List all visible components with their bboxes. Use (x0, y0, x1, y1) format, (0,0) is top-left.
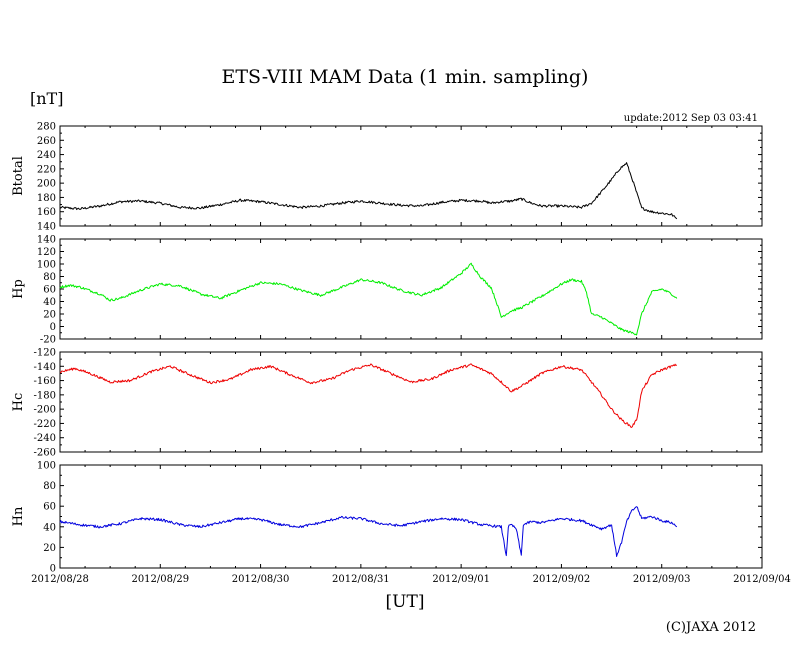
update-timestamp: update:2012 Sep 03 03:41 (623, 113, 758, 124)
x-tick-label: 2012/08/28 (31, 574, 89, 585)
y-tick-label: 80 (43, 481, 56, 492)
y-tick-label: -140 (34, 362, 56, 373)
y-tick-label: -160 (34, 376, 56, 387)
y-tick-label: 140 (37, 222, 56, 233)
copyright-text: (C)JAXA 2012 (665, 620, 756, 635)
x-tick-label: 2012/08/31 (332, 574, 390, 585)
y-tick-label: 220 (37, 164, 56, 175)
y-tick-label: 40 (43, 297, 56, 308)
series-line-hp (59, 262, 678, 336)
y-tick-label: 180 (37, 193, 56, 204)
y-tick-label: 240 (37, 150, 56, 161)
series-line-hc (59, 363, 678, 428)
panel-frame (59, 238, 763, 340)
y-tick-label: 120 (37, 247, 56, 258)
y-tick-label: -120 (34, 348, 56, 359)
y-tick-label: -240 (34, 433, 56, 444)
chart-title: ETS-VIII MAM Data (1 min. sampling) (221, 66, 589, 88)
y-tick-label: 100 (37, 461, 56, 472)
y-tick-label: -260 (34, 448, 56, 459)
y-tick-label: 60 (43, 502, 56, 513)
panel-y-label: Hc (11, 393, 26, 412)
y-tick-label: 20 (43, 543, 56, 554)
panel-hc: -260 -240 -220 -200 -180 -160 -140 -120 Hc (11, 348, 763, 459)
y-tick-label: 60 (43, 285, 56, 296)
y-tick-label: 140 (37, 235, 56, 246)
x-tick-label: 2012/09/04 (733, 574, 791, 585)
y-tick-label: 200 (37, 179, 56, 190)
y-tick-label: -220 (34, 419, 56, 430)
unit-label: [nT] (30, 89, 64, 108)
x-tick-label: 2012/08/29 (131, 574, 189, 585)
series-line-hn (59, 506, 678, 557)
y-tick-label: 260 (37, 136, 56, 147)
y-tick-label: 100 (37, 260, 56, 271)
x-tick-label: 2012/09/03 (633, 574, 691, 585)
panel-hn: 0 20 40 60 80 100 Hn 2012/08/28 2012/08/29 2012/0… (11, 461, 791, 586)
x-tick-label: 2012/09/01 (432, 574, 490, 585)
panel-btotal: 140 160 180 200 220 240 260 280 Btotal (11, 122, 763, 233)
y-tick-label: 0 (50, 322, 56, 333)
panel-y-label: Hp (11, 279, 26, 299)
y-tick-label: 80 (43, 272, 56, 283)
y-tick-label: 0 (50, 564, 56, 575)
series-line-btotal (59, 162, 678, 220)
x-tick-label: 2012/08/30 (232, 574, 290, 585)
y-tick-label: 280 (37, 122, 56, 133)
y-tick-label: -20 (40, 335, 56, 346)
panel-frame (59, 125, 763, 227)
panel-frame (59, 351, 763, 453)
panel-y-label: Hn (11, 506, 26, 526)
x-tick-label: 2012/09/02 (533, 574, 591, 585)
y-tick-label: -180 (34, 390, 56, 401)
panel-y-label: Btotal (11, 156, 26, 196)
y-tick-label: 40 (43, 522, 56, 533)
y-tick-label: 20 (43, 310, 56, 321)
x-axis-unit-label: [UT] (385, 592, 425, 612)
y-tick-label: -200 (34, 405, 56, 416)
y-tick-label: 160 (37, 207, 56, 218)
panel-frame (59, 464, 763, 569)
